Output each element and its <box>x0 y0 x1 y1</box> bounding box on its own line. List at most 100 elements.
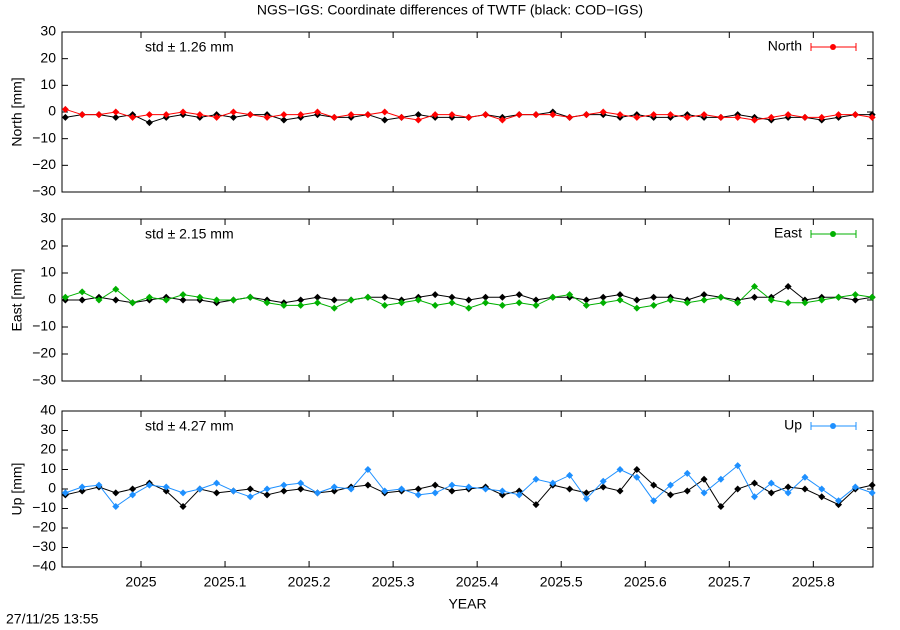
data-point <box>229 487 237 495</box>
data-point <box>650 111 658 119</box>
data-point <box>297 485 305 493</box>
data-point <box>297 301 305 309</box>
data-point <box>851 483 859 491</box>
data-point <box>229 113 237 121</box>
data-point <box>566 291 574 299</box>
data-point <box>717 503 725 511</box>
y-tick-label: 0 <box>48 291 56 307</box>
data-point <box>801 299 809 307</box>
data-point <box>448 299 456 307</box>
data-point <box>78 288 86 296</box>
data-point <box>532 301 540 309</box>
y-tick-label: 0 <box>48 480 56 496</box>
data-point <box>330 483 338 491</box>
annotation: std ± 1.26 mm <box>145 39 234 55</box>
x-tick-label: 2025.4 <box>456 574 499 590</box>
data-point <box>465 304 473 312</box>
data-point <box>431 291 439 299</box>
y-tick-label: 30 <box>40 23 56 39</box>
data-point <box>566 471 574 479</box>
data-point <box>683 299 691 307</box>
data-point <box>61 105 69 113</box>
data-point <box>465 113 473 121</box>
data-point <box>129 299 137 307</box>
data-point <box>498 301 506 309</box>
data-point <box>112 285 120 293</box>
data-point <box>280 301 288 309</box>
x-tick-label: 2025 <box>125 574 156 590</box>
chart-title: NGS−IGS: Coordinate differences of TWTF … <box>257 2 643 18</box>
data-point <box>61 293 69 301</box>
y-tick-label: 40 <box>40 402 56 418</box>
data-point <box>347 296 355 304</box>
data-point <box>599 108 607 116</box>
data-point <box>280 116 288 124</box>
y-axis-label: East [mm] <box>9 268 25 331</box>
data-point <box>633 113 641 121</box>
data-point <box>431 489 439 497</box>
data-point <box>145 119 153 127</box>
data-point <box>297 111 305 119</box>
x-tick-label: 2025.1 <box>204 574 247 590</box>
data-point <box>213 296 221 304</box>
data-point <box>683 113 691 121</box>
data-point <box>482 293 490 301</box>
data-point <box>515 491 523 499</box>
data-point <box>398 113 406 121</box>
x-tick-label: 2025.8 <box>792 574 835 590</box>
data-point <box>347 485 355 493</box>
data-point <box>818 485 826 493</box>
data-point <box>179 489 187 497</box>
data-point <box>498 491 506 499</box>
data-point <box>431 481 439 489</box>
y-tick-label: −20 <box>32 345 56 361</box>
data-point <box>784 299 792 307</box>
data-point <box>599 483 607 491</box>
data-point <box>616 466 624 473</box>
data-point <box>767 296 775 304</box>
legend-label: North <box>768 38 802 54</box>
data-point <box>532 475 540 483</box>
data-point <box>179 291 187 299</box>
data-point <box>280 111 288 119</box>
data-point <box>448 487 456 495</box>
timestamp: 27/11/25 13:55 <box>6 611 99 627</box>
data-point <box>246 111 254 119</box>
data-point <box>129 491 137 499</box>
data-point <box>280 487 288 495</box>
data-point <box>582 111 590 119</box>
data-point <box>767 489 775 497</box>
data-point <box>818 113 826 121</box>
data-point <box>448 111 456 119</box>
data-point <box>263 485 271 493</box>
data-point <box>162 487 170 495</box>
data-point <box>313 489 321 497</box>
data-point <box>482 111 490 119</box>
data-point <box>616 111 624 119</box>
annotation: std ± 2.15 mm <box>145 226 234 242</box>
data-point <box>129 485 137 493</box>
data-point <box>162 111 170 119</box>
data-point <box>330 296 338 304</box>
data-point <box>465 483 473 491</box>
data-point <box>633 473 641 481</box>
data-point <box>700 291 708 299</box>
data-point <box>297 296 305 304</box>
data-point <box>784 489 792 497</box>
data-point <box>482 485 490 493</box>
data-point <box>414 491 422 499</box>
data-point <box>835 293 843 301</box>
x-tick-label: 2025.6 <box>624 574 667 590</box>
data-point <box>784 283 792 290</box>
data-point <box>213 489 221 497</box>
data-point <box>414 485 422 493</box>
data-point <box>145 111 153 119</box>
data-point <box>347 111 355 119</box>
data-point <box>364 111 372 119</box>
data-point <box>263 299 271 307</box>
data-point <box>566 113 574 121</box>
data-point <box>229 296 237 304</box>
data-point <box>145 293 153 301</box>
data-point <box>398 299 406 307</box>
